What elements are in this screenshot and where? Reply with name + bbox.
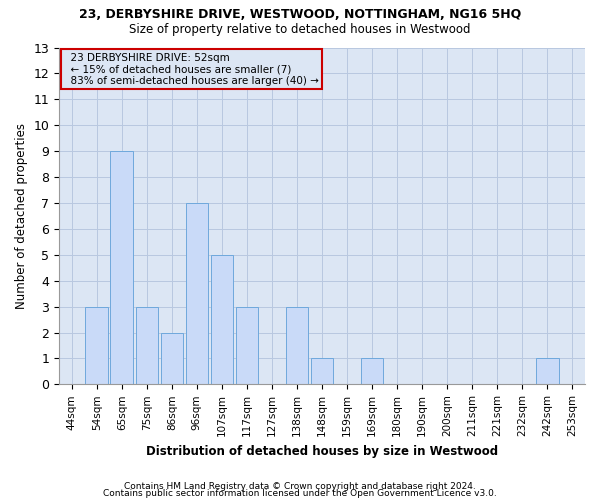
Bar (286, 306, 308, 384)
Bar (311, 358, 334, 384)
Bar (236, 306, 258, 384)
Bar (536, 358, 559, 384)
Y-axis label: Number of detached properties: Number of detached properties (15, 123, 28, 309)
Text: 23, DERBYSHIRE DRIVE, WESTWOOD, NOTTINGHAM, NG16 5HQ: 23, DERBYSHIRE DRIVE, WESTWOOD, NOTTINGH… (79, 8, 521, 20)
Bar (85, 306, 108, 384)
Bar (161, 332, 183, 384)
X-axis label: Distribution of detached houses by size in Westwood: Distribution of detached houses by size … (146, 444, 498, 458)
Bar (110, 151, 133, 384)
Bar (136, 306, 158, 384)
Bar (211, 255, 233, 384)
Text: Contains HM Land Registry data © Crown copyright and database right 2024.: Contains HM Land Registry data © Crown c… (124, 482, 476, 491)
Bar (361, 358, 383, 384)
Text: 23 DERBYSHIRE DRIVE: 52sqm
  ← 15% of detached houses are smaller (7)
  83% of s: 23 DERBYSHIRE DRIVE: 52sqm ← 15% of deta… (64, 52, 319, 86)
Bar (185, 203, 208, 384)
Text: Size of property relative to detached houses in Westwood: Size of property relative to detached ho… (129, 22, 471, 36)
Text: Contains public sector information licensed under the Open Government Licence v3: Contains public sector information licen… (103, 490, 497, 498)
